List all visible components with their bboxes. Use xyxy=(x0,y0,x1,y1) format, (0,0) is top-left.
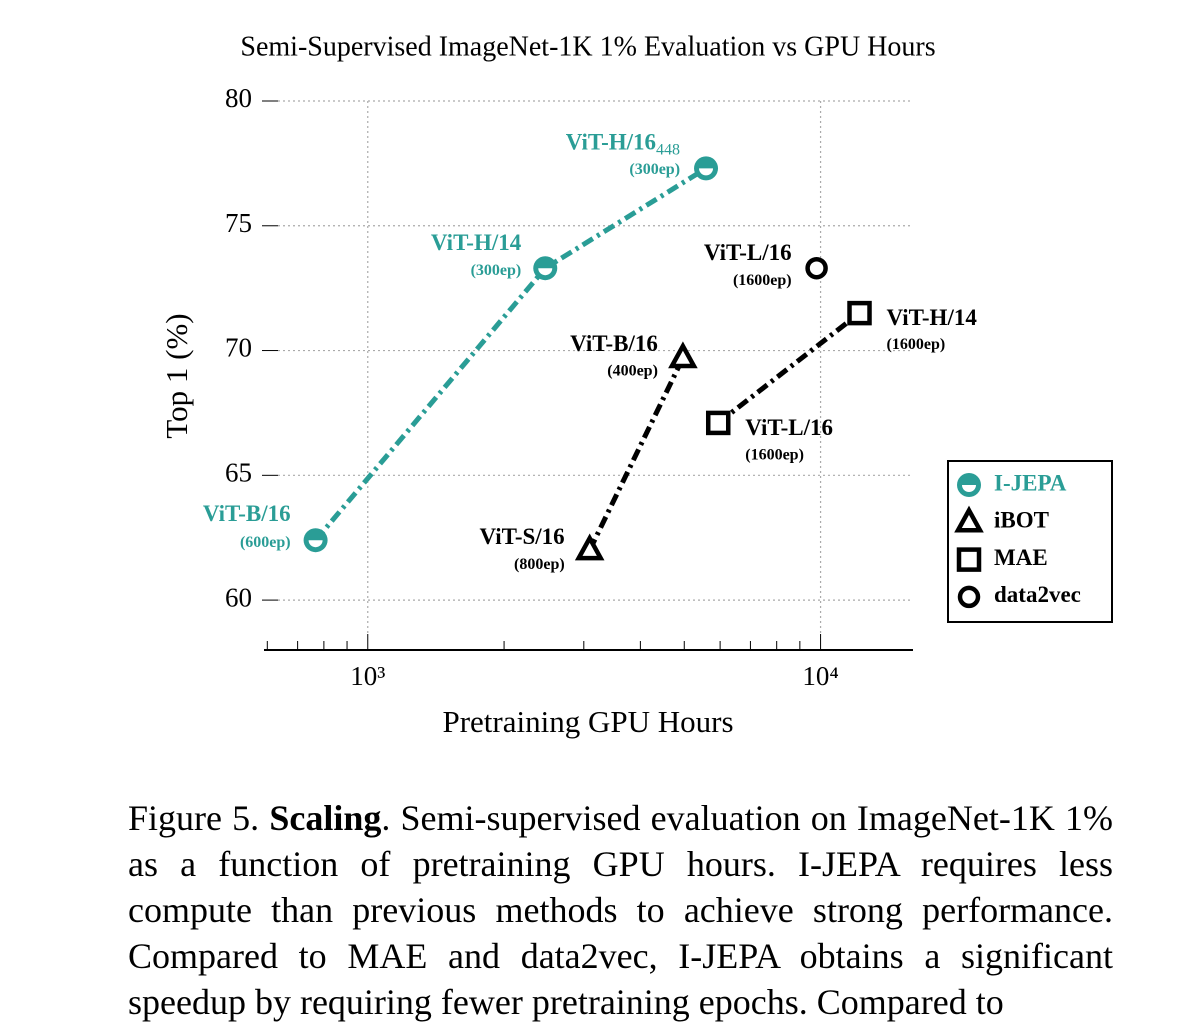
point-label-name: ViT-S/16 xyxy=(479,524,564,549)
marker-shape xyxy=(668,341,698,369)
marker-half xyxy=(962,485,976,492)
caption-label: Figure 5. xyxy=(128,798,260,838)
y-tick-label: 75 xyxy=(225,208,252,238)
point-label: ViT-B/16 xyxy=(203,501,291,526)
point-label: ViT-B/16 xyxy=(570,331,658,356)
x-tick-label: 10³ xyxy=(350,661,385,691)
point-label-epochs: (600ep) xyxy=(240,534,291,551)
series-line xyxy=(716,311,862,425)
point-label: ViT-S/16 xyxy=(479,524,564,549)
point-label-epochs: (800ep) xyxy=(514,556,565,573)
point xyxy=(954,505,984,533)
point xyxy=(303,528,328,553)
marker-shape xyxy=(705,410,731,436)
chart: Semi-Supervised ImageNet-1K 1% Evaluatio… xyxy=(159,31,1113,739)
y-tick-label: 70 xyxy=(225,333,252,363)
marker-shape xyxy=(954,505,984,533)
page: Semi-Supervised ImageNet-1K 1% Evaluatio… xyxy=(128,31,1113,1022)
point-label: ViT-H/16448 xyxy=(566,130,680,158)
point-label-epochs: (1600ep) xyxy=(733,272,792,289)
point-label-name: ViT-B/16 xyxy=(570,331,658,356)
marker-shape xyxy=(956,547,982,572)
point-label-epochs: (1600ep) xyxy=(887,336,946,353)
caption-text: . Semi-supervised evaluation on ImageNet… xyxy=(128,798,1113,1022)
point xyxy=(847,300,872,326)
x-tick-label: 10⁴ xyxy=(802,661,838,691)
marker-shape xyxy=(805,256,828,280)
y-tick-label: 65 xyxy=(225,458,252,488)
marker-half xyxy=(699,168,714,176)
marker-shape xyxy=(957,585,981,609)
point-label: ViT-L/16 xyxy=(745,415,833,440)
point xyxy=(957,473,981,497)
point-label-epochs: (400ep) xyxy=(607,363,658,380)
point-label-sub: 448 xyxy=(656,141,680,158)
x-axis-label: Pretraining GPU Hours xyxy=(442,704,733,739)
marker-half xyxy=(538,268,553,276)
point-label: ViT-H/14 xyxy=(431,230,522,255)
point-label-name: ViT-H/14 xyxy=(431,230,522,255)
point-label-epochs: (300ep) xyxy=(629,161,680,178)
point xyxy=(956,547,982,572)
y-axis-label: Top 1 (%) xyxy=(159,313,194,438)
point xyxy=(668,341,698,369)
point xyxy=(805,256,828,280)
point-label-epochs: (300ep) xyxy=(471,262,522,279)
point-label-name: ViT-H/14 xyxy=(887,305,978,330)
marker-shape xyxy=(574,533,605,561)
series-line xyxy=(587,356,686,552)
point-label-name: ViT-H/16 xyxy=(566,130,656,155)
legend-label: data2vec xyxy=(994,582,1081,607)
point xyxy=(574,533,605,561)
point-label: ViT-L/16 xyxy=(704,240,792,265)
caption: Figure 5. Scaling. Semi-supervised evalu… xyxy=(128,795,1113,1025)
point-label: ViT-H/14 xyxy=(887,305,978,330)
point xyxy=(533,256,558,281)
marker-shape xyxy=(847,300,872,326)
point xyxy=(705,410,731,436)
point xyxy=(694,156,719,181)
y-tick-label: 60 xyxy=(225,582,252,612)
point-label-name: ViT-L/16 xyxy=(704,240,792,265)
legend-label: iBOT xyxy=(994,508,1049,533)
point-label-epochs: (1600ep) xyxy=(745,447,804,464)
legend-label: MAE xyxy=(994,545,1048,570)
legend-label: I-JEPA xyxy=(994,470,1067,495)
caption-bold: Scaling xyxy=(269,798,382,838)
y-tick-label: 80 xyxy=(225,83,252,113)
chart-title: Semi-Supervised ImageNet-1K 1% Evaluatio… xyxy=(240,31,935,62)
point xyxy=(957,585,981,609)
point-label-name: ViT-B/16 xyxy=(203,501,291,526)
point-label-name: ViT-L/16 xyxy=(745,415,833,440)
marker-half xyxy=(308,540,323,548)
